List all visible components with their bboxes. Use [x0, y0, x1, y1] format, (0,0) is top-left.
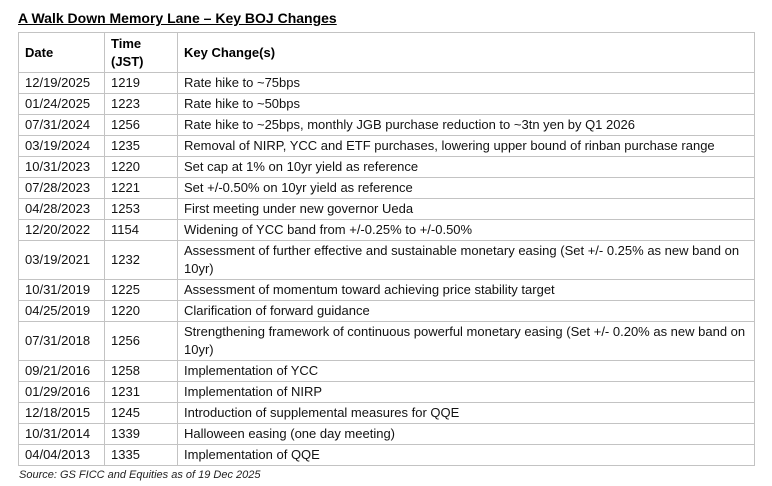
cell-date: 10/31/2023	[18, 156, 105, 178]
cell-time: 1256	[104, 114, 178, 136]
table-row: 01/24/2025 1223 Rate hike to ~50bps	[18, 93, 755, 115]
cell-key-change: Set cap at 1% on 10yr yield as reference	[177, 156, 755, 178]
cell-key-change: Implementation of NIRP	[177, 381, 755, 403]
cell-time: 1232	[104, 240, 178, 280]
cell-time: 1253	[104, 198, 178, 220]
cell-time: 1258	[104, 360, 178, 382]
table-row: 04/04/2013 1335 Implementation of QQE	[18, 444, 755, 466]
table-row: 01/29/2016 1231 Implementation of NIRP	[18, 381, 755, 403]
cell-key-change: Rate hike to ~75bps	[177, 72, 755, 94]
cell-time: 1235	[104, 135, 178, 157]
cell-key-change: Introduction of supplemental measures fo…	[177, 402, 755, 424]
table-row: 07/31/2018 1256 Strengthening framework …	[18, 321, 755, 361]
cell-date: 04/04/2013	[18, 444, 105, 466]
cell-time: 1154	[104, 219, 178, 241]
cell-key-change: Implementation of YCC	[177, 360, 755, 382]
cell-time: 1223	[104, 93, 178, 115]
cell-time: 1220	[104, 156, 178, 178]
cell-time: 1339	[104, 423, 178, 445]
cell-date: 09/21/2016	[18, 360, 105, 382]
cell-date: 01/24/2025	[18, 93, 105, 115]
table-row: 12/20/2022 1154 Widening of YCC band fro…	[18, 219, 755, 241]
table-row: 03/19/2021 1232 Assessment of further ef…	[18, 240, 755, 280]
cell-date: 04/28/2023	[18, 198, 105, 220]
table-row: 07/31/2024 1256 Rate hike to ~25bps, mon…	[18, 114, 755, 136]
cell-key-change: Implementation of QQE	[177, 444, 755, 466]
source-note: Source: GS FICC and Equities as of 19 De…	[19, 469, 261, 481]
page-title: A Walk Down Memory Lane – Key BOJ Change…	[18, 10, 337, 26]
cell-key-change: Rate hike to ~50bps	[177, 93, 755, 115]
cell-time: 1256	[104, 321, 178, 361]
table-row: 09/21/2016 1258 Implementation of YCC	[18, 360, 755, 382]
cell-key-change: Removal of NIRP, YCC and ETF purchases, …	[177, 135, 755, 157]
table-header-row: Date Time (JST) Key Change(s)	[18, 32, 755, 73]
cell-key-change: Assessment of further effective and sust…	[177, 240, 755, 280]
cell-date: 07/31/2018	[18, 321, 105, 361]
cell-date: 01/29/2016	[18, 381, 105, 403]
cell-date: 10/31/2019	[18, 279, 105, 301]
cell-key-change: Set +/-0.50% on 10yr yield as reference	[177, 177, 755, 199]
table-row: 10/31/2014 1339 Halloween easing (one da…	[18, 423, 755, 445]
column-header-key-changes: Key Change(s)	[177, 32, 755, 73]
table-body: 12/19/2025 1219 Rate hike to ~75bps 01/2…	[18, 72, 755, 466]
cell-date: 10/31/2014	[18, 423, 105, 445]
cell-key-change: Clarification of forward guidance	[177, 300, 755, 322]
table-header: Date Time (JST) Key Change(s)	[18, 32, 755, 73]
cell-key-change: Rate hike to ~25bps, monthly JGB purchas…	[177, 114, 755, 136]
cell-date: 12/19/2025	[18, 72, 105, 94]
cell-date: 12/18/2015	[18, 402, 105, 424]
column-header-date: Date	[18, 32, 105, 73]
cell-time: 1225	[104, 279, 178, 301]
table-row: 10/31/2019 1225 Assessment of momentum t…	[18, 279, 755, 301]
boj-changes-table: Date Time (JST) Key Change(s) 12/19/2025…	[18, 32, 755, 466]
cell-key-change: Halloween easing (one day meeting)	[177, 423, 755, 445]
table-row: 10/31/2023 1220 Set cap at 1% on 10yr yi…	[18, 156, 755, 178]
cell-date: 03/19/2021	[18, 240, 105, 280]
cell-date: 04/25/2019	[18, 300, 105, 322]
table-row: 12/19/2025 1219 Rate hike to ~75bps	[18, 72, 755, 94]
cell-time: 1220	[104, 300, 178, 322]
cell-key-change: Assessment of momentum toward achieving …	[177, 279, 755, 301]
cell-key-change: First meeting under new governor Ueda	[177, 198, 755, 220]
cell-date: 07/28/2023	[18, 177, 105, 199]
cell-key-change: Widening of YCC band from +/-0.25% to +/…	[177, 219, 755, 241]
table-row: 04/28/2023 1253 First meeting under new …	[18, 198, 755, 220]
cell-time: 1245	[104, 402, 178, 424]
table-row: 03/19/2024 1235 Removal of NIRP, YCC and…	[18, 135, 755, 157]
cell-time: 1219	[104, 72, 178, 94]
cell-time: 1231	[104, 381, 178, 403]
table-row: 04/25/2019 1220 Clarification of forward…	[18, 300, 755, 322]
cell-time: 1221	[104, 177, 178, 199]
cell-date: 12/20/2022	[18, 219, 105, 241]
table-row: 12/18/2015 1245 Introduction of suppleme…	[18, 402, 755, 424]
cell-date: 03/19/2024	[18, 135, 105, 157]
cell-date: 07/31/2024	[18, 114, 105, 136]
cell-key-change: Strengthening framework of continuous po…	[177, 321, 755, 361]
cell-time: 1335	[104, 444, 178, 466]
column-header-time-jst: Time (JST)	[104, 32, 178, 73]
table-row: 07/28/2023 1221 Set +/-0.50% on 10yr yie…	[18, 177, 755, 199]
